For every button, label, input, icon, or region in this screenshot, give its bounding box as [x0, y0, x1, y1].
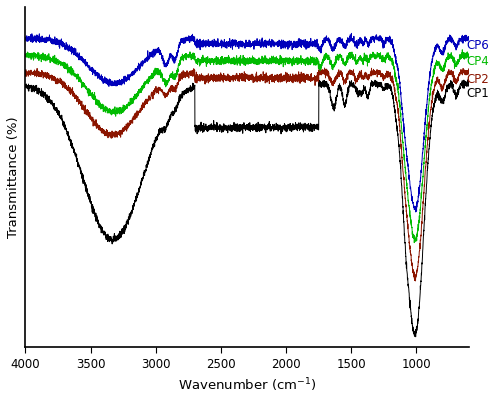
Text: CP1: CP1 [466, 87, 489, 100]
Text: CP6: CP6 [466, 38, 489, 52]
Text: CP4: CP4 [466, 55, 489, 67]
Text: CP2: CP2 [466, 73, 489, 86]
Y-axis label: Transmittance (%): Transmittance (%) [7, 116, 20, 238]
X-axis label: Wavenumber (cm$^{-1}$): Wavenumber (cm$^{-1}$) [178, 377, 316, 394]
